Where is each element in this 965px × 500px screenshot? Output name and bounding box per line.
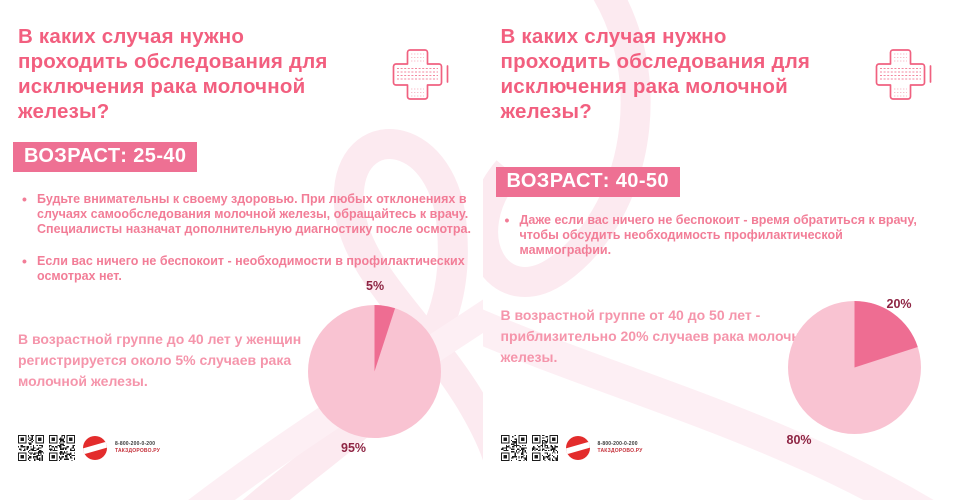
statistic-note: В возрастной группе от 40 до 50 лет - пр… xyxy=(500,307,817,365)
pie-label-small-slice: 20% xyxy=(886,297,912,311)
footer: 8-800-200-0-200 ТАКЗДОРОВО.РУ xyxy=(500,435,643,461)
pie-chart-40-50 xyxy=(787,301,921,434)
takzdorovo-logo xyxy=(565,436,590,460)
takzdorovo-logo xyxy=(83,436,107,460)
bullet-item: Будьте внимательны к своему здоровью. Пр… xyxy=(22,191,480,237)
statistic-note: В возрастной группе до 40 лет у женщин р… xyxy=(18,331,302,389)
logo-band xyxy=(565,440,590,456)
contact-block: 8-800-200-0-200 ТАКЗДОРОВО.РУ xyxy=(115,441,160,456)
qr-code xyxy=(531,435,558,461)
medical-cross-icon xyxy=(388,47,452,107)
pie-label-small-slice: 5% xyxy=(366,279,385,293)
contact-block: 8-800-200-0-200 ТАКЗДОРОВО.РУ xyxy=(598,441,643,456)
age-badge: ВОЗРАСТ: 40-50 xyxy=(495,167,680,197)
hotline-number: 8-800-200-0-200 xyxy=(115,440,156,447)
slide-age-25-40: В каких случая нужно проходить обследова… xyxy=(0,0,483,500)
slide-title: В каких случая нужно проходить обследова… xyxy=(500,25,811,123)
slide-age-40-50: В каких случая нужно проходить обследова… xyxy=(482,0,965,500)
pie-chart-under-40 xyxy=(308,305,441,438)
qr-code xyxy=(500,435,527,461)
bullet-list: Даже если вас ничего не беспокоит - врем… xyxy=(505,212,933,275)
qr-code xyxy=(18,435,44,461)
pie-label-large-slice: 80% xyxy=(786,433,812,447)
logo-band xyxy=(83,440,107,456)
pie-label-large-slice: 95% xyxy=(341,441,367,455)
qr-code xyxy=(49,435,75,461)
bullet-item: Даже если вас ничего не беспокоит - врем… xyxy=(505,212,933,258)
website: ТАКЗДОРОВО.РУ xyxy=(115,448,161,454)
slide-title: В каких случая нужно проходить обследова… xyxy=(18,25,328,123)
age-badge: ВОЗРАСТ: 25-40 xyxy=(13,142,198,172)
bullet-item: Если вас ничего не беспокоит - необходим… xyxy=(22,253,480,284)
website: ТАКЗДОРОВО.РУ xyxy=(597,448,643,454)
medical-cross-icon xyxy=(871,47,935,107)
hotline-number: 8-800-200-0-200 xyxy=(597,440,638,447)
footer: 8-800-200-0-200 ТАКЗДОРОВО.РУ xyxy=(18,435,160,461)
bullet-list: Будьте внимательны к своему здоровью. Пр… xyxy=(22,191,480,301)
